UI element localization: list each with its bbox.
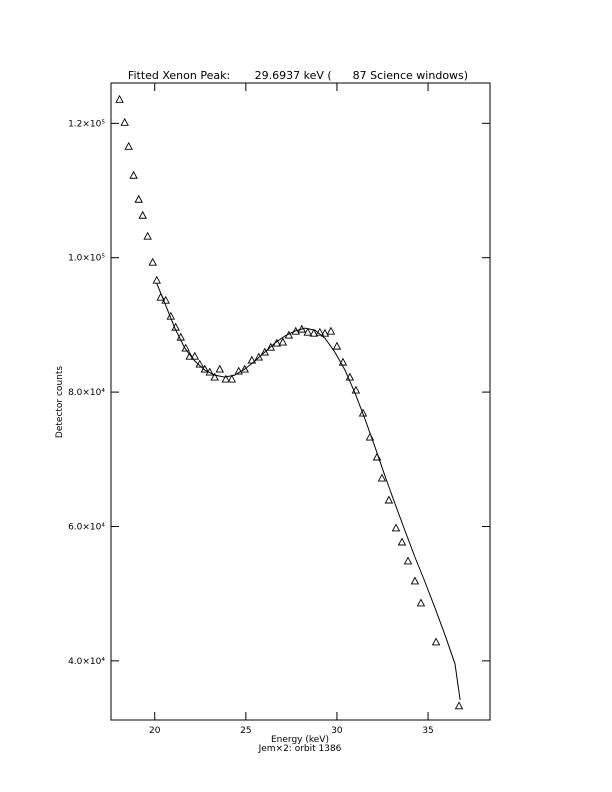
x-tick-label: 25: [240, 726, 251, 736]
data-point: [278, 337, 288, 346]
data-point: [297, 324, 307, 333]
x-tick-label: 30: [331, 726, 343, 736]
data-point: [365, 432, 375, 441]
x-tick-label: 20: [149, 726, 161, 736]
data-point: [372, 452, 382, 461]
data-point: [129, 170, 138, 179]
data-point: [332, 341, 342, 350]
data-point: [171, 322, 180, 331]
data-point: [134, 194, 143, 203]
data-point: [247, 355, 257, 364]
data-point: [161, 295, 170, 304]
data-point: [240, 364, 249, 373]
y-tick-label: 4.0×10⁴: [68, 657, 105, 667]
y-tick-label: 1.0×10⁵: [68, 254, 105, 264]
data-point: [384, 495, 394, 504]
data-point: [345, 372, 355, 381]
data-point: [148, 257, 157, 266]
data-point: [181, 343, 190, 352]
data-point: [234, 366, 243, 375]
data-point: [309, 328, 319, 337]
plot-frame: [110, 82, 491, 721]
fit-line: [156, 283, 461, 700]
data-point: [227, 374, 237, 383]
data-point: [266, 342, 276, 351]
chart-title: Fitted Xenon Peak: 29.6937 keV ( 87 Scie…: [128, 69, 468, 82]
data-point: [185, 351, 194, 360]
x-tick-label: 35: [422, 726, 433, 736]
data-point: [205, 367, 215, 376]
data-point: [254, 352, 264, 361]
data-point: [431, 637, 441, 646]
y-tick-label: 6.0×10⁴: [68, 522, 105, 532]
data-point: [200, 364, 210, 373]
data-point: [152, 275, 161, 284]
y-axis-label: Detector counts: [55, 366, 65, 438]
data-point: [176, 332, 186, 341]
data-point: [410, 576, 420, 585]
x-axis-label: Energy (keV): [271, 735, 329, 745]
data-point: [454, 701, 464, 710]
data-point: [215, 364, 225, 373]
y-tick-label: 1.2×10⁵: [68, 119, 105, 129]
data-point: [338, 357, 348, 366]
data-point: [397, 537, 407, 546]
data-point: [272, 338, 282, 347]
data-point: [138, 210, 147, 219]
data-point: [260, 347, 270, 356]
data-point: [195, 359, 204, 368]
data-point: [156, 292, 165, 301]
data-point: [115, 94, 124, 103]
data-point: [143, 231, 152, 240]
data-point: [315, 327, 325, 336]
data-point: [320, 328, 330, 337]
data-point: [190, 351, 200, 360]
data-point: [403, 556, 413, 565]
data-point: [221, 374, 231, 383]
data-point: [210, 372, 219, 381]
data-point: [124, 141, 133, 150]
data-point: [358, 408, 368, 417]
y-tick-label: 8.0×10⁴: [68, 388, 105, 398]
data-point: [291, 326, 301, 335]
data-point: [351, 385, 361, 394]
data-point: [284, 330, 294, 339]
data-point: [166, 311, 176, 320]
data-point: [326, 326, 336, 335]
data-point: [391, 523, 401, 532]
chart-subtitle: Jem×2: orbit 1386: [258, 744, 342, 754]
data-point: [303, 327, 313, 336]
data-point: [120, 117, 129, 126]
data-point: [416, 598, 426, 607]
data-point: [377, 473, 387, 482]
